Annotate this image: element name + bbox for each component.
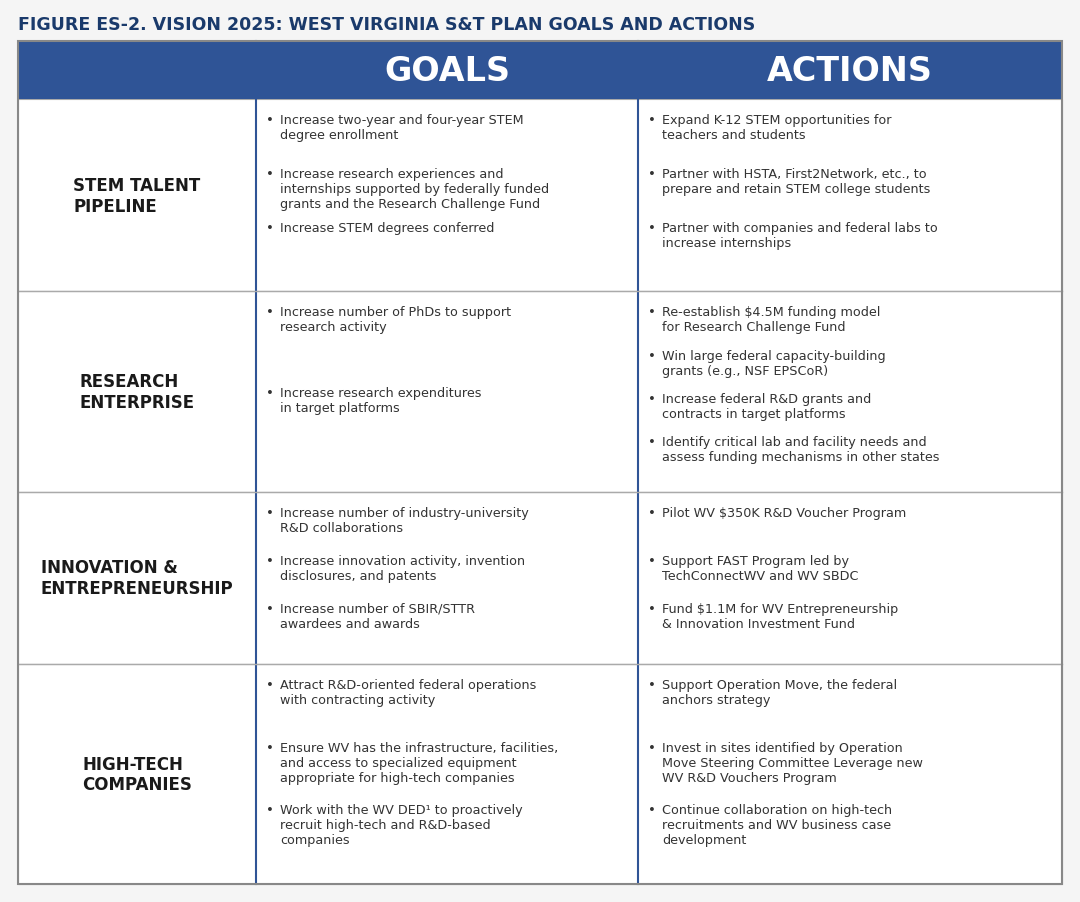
- Text: Pilot WV $350K R&D Voucher Program: Pilot WV $350K R&D Voucher Program: [662, 506, 906, 519]
- Text: •: •: [648, 506, 656, 519]
- Text: •: •: [266, 222, 274, 235]
- Text: Support Operation Move, the federal
anchors strategy: Support Operation Move, the federal anch…: [662, 678, 897, 706]
- Text: Partner with companies and federal labs to
increase internships: Partner with companies and federal labs …: [662, 222, 937, 250]
- Bar: [18, 665, 1062, 884]
- Text: •: •: [266, 803, 274, 816]
- Text: Increase innovation activity, invention
disclosures, and patents: Increase innovation activity, invention …: [280, 554, 525, 582]
- Text: RESEARCH
ENTERPRISE: RESEARCH ENTERPRISE: [80, 373, 194, 411]
- Bar: [18, 42, 1062, 100]
- Text: Continue collaboration on high-tech
recruitments and WV business case
developmen: Continue collaboration on high-tech recr…: [662, 803, 892, 846]
- Text: Increase number of PhDs to support
research activity: Increase number of PhDs to support resea…: [280, 306, 511, 334]
- Text: •: •: [648, 114, 656, 127]
- Text: Increase federal R&D grants and
contracts in target platforms: Increase federal R&D grants and contract…: [662, 392, 872, 420]
- Bar: [18, 100, 1062, 292]
- Text: Win large federal capacity-building
grants (e.g., NSF EPSCoR): Win large federal capacity-building gran…: [662, 349, 886, 377]
- Text: •: •: [266, 602, 274, 615]
- Text: •: •: [266, 506, 274, 519]
- Text: INNOVATION &
ENTREPRENEURSHIP: INNOVATION & ENTREPRENEURSHIP: [41, 559, 233, 598]
- Text: •: •: [648, 222, 656, 235]
- Text: Attract R&D-oriented federal operations
with contracting activity: Attract R&D-oriented federal operations …: [280, 678, 537, 706]
- Text: •: •: [648, 436, 656, 448]
- Text: Increase number of SBIR/STTR
awardees and awards: Increase number of SBIR/STTR awardees an…: [280, 602, 475, 630]
- Text: Increase two-year and four-year STEM
degree enrollment: Increase two-year and four-year STEM deg…: [280, 114, 524, 142]
- Text: Fund $1.1M for WV Entrepreneurship
& Innovation Investment Fund: Fund $1.1M for WV Entrepreneurship & Inn…: [662, 602, 899, 630]
- Text: •: •: [266, 306, 274, 319]
- Bar: [18, 492, 1062, 665]
- Text: •: •: [266, 387, 274, 400]
- Text: •: •: [648, 602, 656, 615]
- Text: Increase research experiences and
internships supported by federally funded
gran: Increase research experiences and intern…: [280, 168, 549, 211]
- Text: Expand K-12 STEM opportunities for
teachers and students: Expand K-12 STEM opportunities for teach…: [662, 114, 892, 142]
- Text: •: •: [266, 741, 274, 754]
- Text: Work with the WV DED¹ to proactively
recruit high-tech and R&D-based
companies: Work with the WV DED¹ to proactively rec…: [280, 803, 523, 846]
- Text: HIGH-TECH
COMPANIES: HIGH-TECH COMPANIES: [82, 755, 192, 794]
- Text: •: •: [648, 803, 656, 816]
- Text: •: •: [648, 678, 656, 692]
- Text: •: •: [648, 306, 656, 319]
- Text: FIGURE ES-2. VISION 2025: WEST VIRGINIA S&T PLAN GOALS AND ACTIONS: FIGURE ES-2. VISION 2025: WEST VIRGINIA …: [18, 16, 755, 34]
- Text: •: •: [266, 168, 274, 180]
- Text: •: •: [266, 554, 274, 567]
- Text: Partner with HSTA, First2Network, etc., to
prepare and retain STEM college stude: Partner with HSTA, First2Network, etc., …: [662, 168, 931, 196]
- Text: Ensure WV has the infrastructure, facilities,
and access to specialized equipmen: Ensure WV has the infrastructure, facili…: [280, 741, 558, 784]
- Bar: [18, 292, 1062, 492]
- Text: •: •: [648, 741, 656, 754]
- Text: •: •: [266, 114, 274, 127]
- Text: •: •: [648, 554, 656, 567]
- Text: STEM TALENT
PIPELINE: STEM TALENT PIPELINE: [73, 177, 201, 216]
- Text: Increase STEM degrees conferred: Increase STEM degrees conferred: [280, 222, 495, 235]
- Text: Increase number of industry-university
R&D collaborations: Increase number of industry-university R…: [280, 506, 529, 534]
- Text: •: •: [648, 392, 656, 406]
- Text: GOALS: GOALS: [384, 54, 510, 87]
- Text: Invest in sites identified by Operation
Move Steering Committee Leverage new
WV : Invest in sites identified by Operation …: [662, 741, 923, 784]
- Text: ACTIONS: ACTIONS: [767, 54, 933, 87]
- Text: •: •: [266, 678, 274, 692]
- Text: Increase research expenditures
in target platforms: Increase research expenditures in target…: [280, 387, 482, 415]
- Text: •: •: [648, 168, 656, 180]
- Text: Support FAST Program led by
TechConnectWV and WV SBDC: Support FAST Program led by TechConnectW…: [662, 554, 859, 582]
- Text: •: •: [648, 349, 656, 363]
- Text: Re-establish $4.5M funding model
for Research Challenge Fund: Re-establish $4.5M funding model for Res…: [662, 306, 880, 334]
- Text: Identify critical lab and facility needs and
assess funding mechanisms in other : Identify critical lab and facility needs…: [662, 436, 940, 464]
